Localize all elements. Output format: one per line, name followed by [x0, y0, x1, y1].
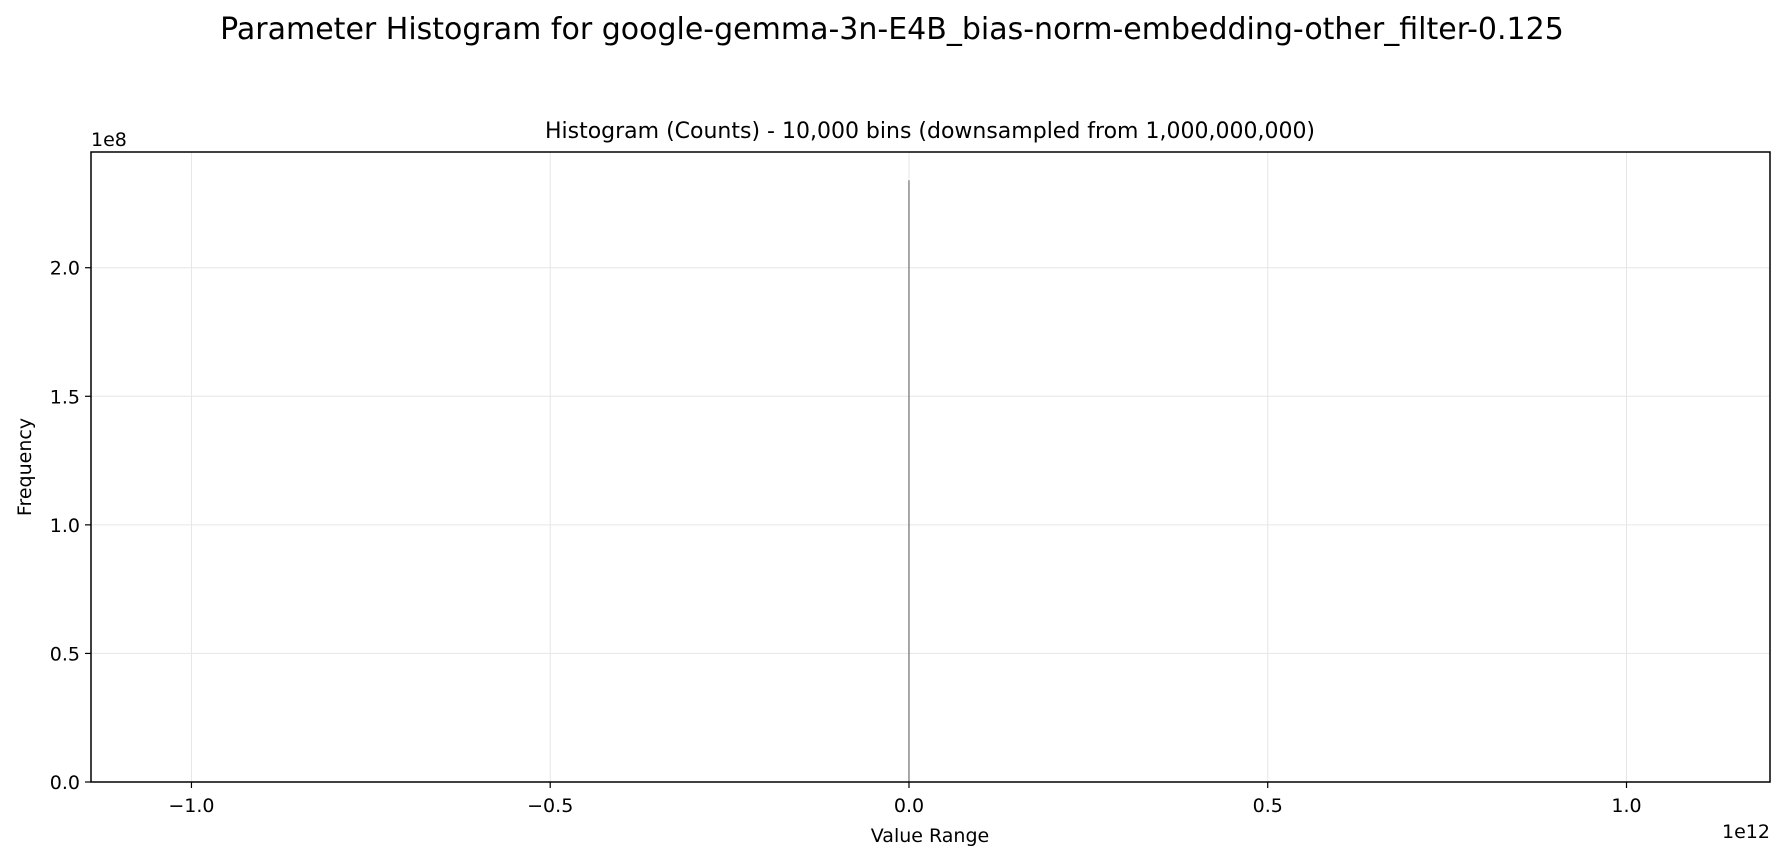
histogram-bars — [908, 180, 910, 783]
x-tick-label: −1.0 — [168, 795, 214, 817]
y-tick-label: 1.0 — [50, 515, 80, 537]
histogram-bar — [908, 180, 910, 783]
x-axis-ticks: −1.0 −0.5 0.0 0.5 1.0 — [168, 782, 1642, 817]
y-tick-label: 2.0 — [50, 258, 80, 280]
plot-frame — [90, 151, 1771, 783]
x-tick-label: −0.5 — [527, 795, 573, 817]
chart-title: Histogram (Counts) - 10,000 bins (downsa… — [545, 119, 1315, 144]
x-tick-label: 1.0 — [1611, 795, 1641, 817]
y-offset-label: 1e8 — [91, 129, 127, 151]
y-tick-label: 1.5 — [50, 386, 80, 408]
y-axis-ticks: 0.0 0.5 1.0 1.5 2.0 — [50, 258, 91, 794]
x-tick-label: 0.5 — [1253, 795, 1283, 817]
y-tick-label: 0.0 — [50, 772, 80, 794]
x-tick-label: 0.0 — [894, 795, 924, 817]
x-axis-label: Value Range — [871, 825, 989, 847]
figure-suptitle: Parameter Histogram for google-gemma-3n-… — [220, 12, 1564, 47]
y-tick-label: 0.5 — [50, 643, 80, 665]
x-offset-label: 1e12 — [1722, 821, 1770, 843]
y-axis-label: Frequency — [14, 418, 36, 516]
